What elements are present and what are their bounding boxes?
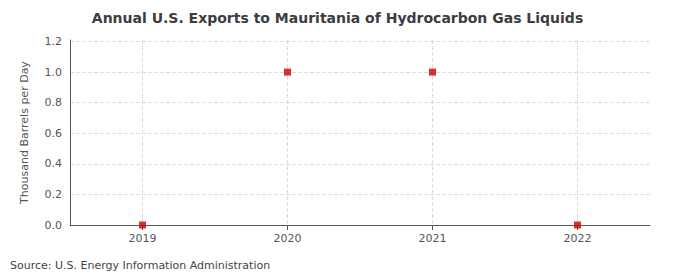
svg-text:2020: 2020 [274, 232, 302, 245]
svg-text:2021: 2021 [419, 232, 447, 245]
svg-text:2022: 2022 [564, 232, 592, 245]
svg-text:0.2: 0.2 [45, 188, 63, 201]
svg-text:Source: U.S. Energy Informatio: Source: U.S. Energy Information Administ… [10, 259, 270, 272]
svg-text:0.8: 0.8 [45, 96, 63, 109]
svg-text:1.0: 1.0 [45, 66, 63, 79]
svg-text:0.4: 0.4 [45, 157, 63, 170]
svg-text:1.2: 1.2 [45, 35, 63, 48]
svg-text:0.6: 0.6 [45, 127, 63, 140]
svg-text:Thousand Barrels per Day: Thousand Barrels per Day [18, 61, 31, 205]
svg-text:0.0: 0.0 [45, 219, 63, 232]
svg-text:Annual U.S. Exports to Maurita: Annual U.S. Exports to Mauritania of Hyd… [92, 10, 583, 26]
svg-text:2019: 2019 [129, 232, 157, 245]
